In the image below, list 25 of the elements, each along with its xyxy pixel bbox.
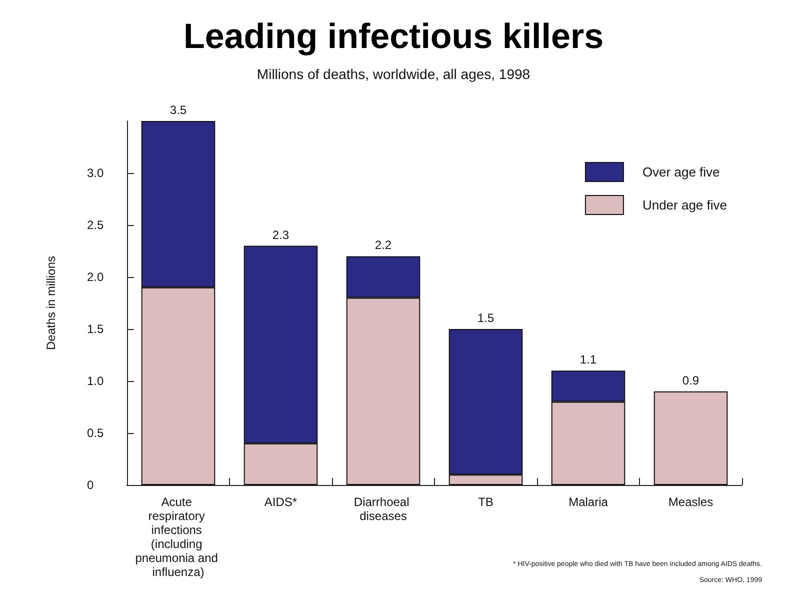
legend-label: Over age five [642,164,720,180]
y-axis-title: Deaths in millions [44,256,58,350]
y-tick-label: 2.5 [87,218,104,232]
x-tick-label: Measles [668,495,714,509]
total-label: 1.5 [477,311,494,325]
total-label: 2.3 [272,228,290,242]
x-tick-label: Diarrhoeal diseases [354,495,413,523]
y-tick-label: 1.0 [87,374,104,388]
x-tick-label: TB [478,495,494,509]
y-tick-label: 0 [87,478,94,492]
x-tick-label: Acute respiratory infections (including pneumonia and influenza) [135,495,222,579]
total-label: 3.5 [170,103,187,117]
y-tick-label: 2.0 [87,270,104,284]
x-tick-label: AIDS* [264,495,298,509]
x-tick-label: Malaria [568,495,608,509]
total-label: 2.2 [374,238,392,252]
y-tick-label: 3.0 [87,166,104,180]
bar [654,391,728,485]
legend-label: Under age five [642,198,728,212]
y-tick-label: 1.5 [87,322,104,336]
chart-title: Leading infectious killers [183,17,604,56]
chart-subtitle: Millions of deaths, worldwide, all ages, 1998 [256,66,530,82]
total-label: 0.9 [682,373,700,388]
total-label: 1.1 [580,352,597,367]
y-tick-label: 0.5 [87,426,104,440]
